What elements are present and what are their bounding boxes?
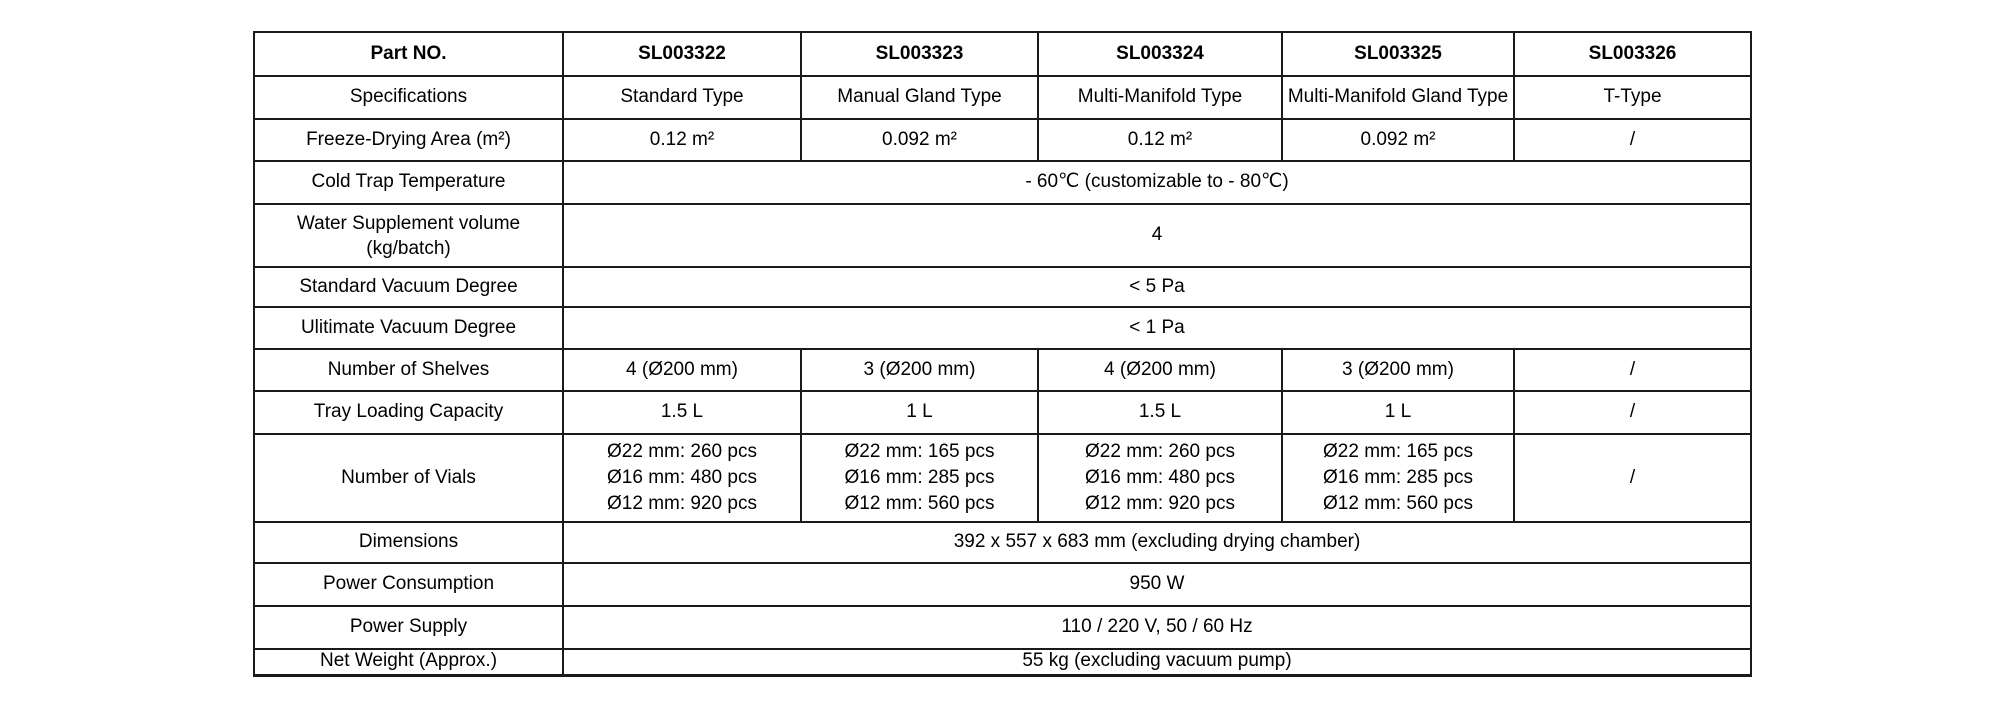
row-label-dimensions: Dimensions xyxy=(253,521,564,564)
tray-capacity-cell: 1 L xyxy=(1281,390,1515,435)
vials-line: Ø12 mm: 920 pcs xyxy=(1085,493,1235,514)
vials-line: Ø16 mm: 285 pcs xyxy=(1323,467,1473,488)
vials-line: Ø16 mm: 480 pcs xyxy=(1085,467,1235,488)
shelves-value-cell: 3 (Ø200 mm) xyxy=(1281,348,1515,392)
tray-capacity-cell: 1.5 L xyxy=(562,390,802,435)
area-value-cell: / xyxy=(1513,118,1752,162)
part-no-cell: SL003326 xyxy=(1513,31,1752,77)
vials-line: Ø22 mm: 260 pcs xyxy=(607,441,757,462)
label-line: (kg/batch) xyxy=(366,237,451,259)
dimensions-value: 392 x 557 x 683 mm (excluding drying cha… xyxy=(562,521,1752,564)
vials-line: Ø16 mm: 285 pcs xyxy=(844,467,995,488)
shelves-value-cell: 3 (Ø200 mm) xyxy=(800,348,1039,392)
row-label-freeze-drying-area: Freeze-Drying Area (m²) xyxy=(253,118,564,162)
table-row: Power Consumption 950 W xyxy=(253,562,1752,607)
part-no-cell: SL003325 xyxy=(1281,31,1515,77)
spec-type-cell: Manual Gland Type xyxy=(800,75,1039,120)
vials-line: Ø22 mm: 165 pcs xyxy=(1323,441,1473,462)
tray-capacity-cell: 1 L xyxy=(800,390,1039,435)
row-label-tray-loading-capacity: Tray Loading Capacity xyxy=(253,390,564,435)
vials-value-cell: Ø22 mm: 260 pcs Ø16 mm: 480 pcs Ø12 mm: … xyxy=(1037,433,1283,523)
area-value-cell: 0.12 m² xyxy=(1037,118,1283,162)
table-row: Number of Shelves 4 (Ø200 mm) 3 (Ø200 mm… xyxy=(253,348,1752,392)
row-label-power-consumption: Power Consumption xyxy=(253,562,564,607)
table-row: Specifications Standard Type Manual Glan… xyxy=(253,75,1752,120)
row-label-number-of-shelves: Number of Shelves xyxy=(253,348,564,392)
spec-type-cell: Multi-Manifold Type xyxy=(1037,75,1283,120)
row-label-power-supply: Power Supply xyxy=(253,605,564,650)
table-row: Ulitimate Vacuum Degree < 1 Pa xyxy=(253,306,1752,350)
row-label-cold-trap-temperature: Cold Trap Temperature xyxy=(253,160,564,205)
table-row: Power Supply 110 / 220 V, 50 / 60 Hz xyxy=(253,605,1752,650)
shelves-value-cell: 4 (Ø200 mm) xyxy=(1037,348,1283,392)
table-row: Water Supplement volume (kg/batch) 4 xyxy=(253,203,1752,268)
water-supplement-volume-value: 4 xyxy=(562,203,1752,268)
area-value-cell: 0.092 m² xyxy=(1281,118,1515,162)
spec-type-cell: Multi-Manifold Gland Type xyxy=(1281,75,1515,120)
tray-capacity-cell: / xyxy=(1513,390,1752,435)
vials-value-cell: Ø22 mm: 165 pcs Ø16 mm: 285 pcs Ø12 mm: … xyxy=(800,433,1039,523)
vials-line: Ø22 mm: 165 pcs xyxy=(844,441,995,462)
tray-capacity-cell: 1.5 L xyxy=(1037,390,1283,435)
net-weight-value: 55 kg (excluding vacuum pump) xyxy=(562,648,1752,676)
row-label-net-weight: Net Weight (Approx.) xyxy=(253,648,564,676)
table-row: Standard Vacuum Degree < 5 Pa xyxy=(253,266,1752,308)
row-label-water-supplement-volume: Water Supplement volume (kg/batch) xyxy=(253,203,564,268)
vials-line: Ø12 mm: 560 pcs xyxy=(1323,493,1473,514)
table-row: Dimensions 392 x 557 x 683 mm (excluding… xyxy=(253,521,1752,564)
vials-line: Ø12 mm: 560 pcs xyxy=(844,493,995,514)
standard-vacuum-degree-value: < 5 Pa xyxy=(562,266,1752,308)
table-row: Number of Vials Ø22 mm: 260 pcs Ø16 mm: … xyxy=(253,433,1752,523)
row-label-specifications: Specifications xyxy=(253,75,564,120)
table-row: Net Weight (Approx.) 55 kg (excluding va… xyxy=(253,648,1752,676)
shelves-value-cell: 4 (Ø200 mm) xyxy=(562,348,802,392)
table-row: Part NO. SL003322 SL003323 SL003324 SL00… xyxy=(253,31,1752,77)
vials-line: Ø22 mm: 260 pcs xyxy=(1085,441,1235,462)
vials-line: Ø16 mm: 480 pcs xyxy=(607,467,757,488)
area-value-cell: 0.12 m² xyxy=(562,118,802,162)
part-no-cell: SL003323 xyxy=(800,31,1039,77)
freeze-dryer-spec-table: Part NO. SL003322 SL003323 SL003324 SL00… xyxy=(253,31,1752,677)
cold-trap-temperature-value: - 60℃ (customizable to - 80℃) xyxy=(562,160,1752,205)
spec-type-cell: Standard Type xyxy=(562,75,802,120)
ultimate-vacuum-degree-value: < 1 Pa xyxy=(562,306,1752,350)
table-row: Freeze-Drying Area (m²) 0.12 m² 0.092 m²… xyxy=(253,118,1752,162)
table-row: Tray Loading Capacity 1.5 L 1 L 1.5 L 1 … xyxy=(253,390,1752,435)
vials-value-cell: Ø22 mm: 165 pcs Ø16 mm: 285 pcs Ø12 mm: … xyxy=(1281,433,1515,523)
area-value-cell: 0.092 m² xyxy=(800,118,1039,162)
part-no-cell: SL003322 xyxy=(562,31,802,77)
shelves-value-cell: / xyxy=(1513,348,1752,392)
row-label-number-of-vials: Number of Vials xyxy=(253,433,564,523)
part-no-cell: SL003324 xyxy=(1037,31,1283,77)
row-label-ultimate-vacuum-degree: Ulitimate Vacuum Degree xyxy=(253,306,564,350)
table-row: Cold Trap Temperature - 60℃ (customizabl… xyxy=(253,160,1752,205)
vials-value-cell: Ø22 mm: 260 pcs Ø16 mm: 480 pcs Ø12 mm: … xyxy=(562,433,802,523)
spec-type-cell: T-Type xyxy=(1513,75,1752,120)
row-label-standard-vacuum-degree: Standard Vacuum Degree xyxy=(253,266,564,308)
power-consumption-value: 950 W xyxy=(562,562,1752,607)
vials-value-cell: / xyxy=(1513,433,1752,523)
power-supply-value: 110 / 220 V, 50 / 60 Hz xyxy=(562,605,1752,650)
vials-line: Ø12 mm: 920 pcs xyxy=(607,493,757,514)
row-label-part-no: Part NO. xyxy=(253,31,564,77)
label-line: Water Supplement volume xyxy=(296,212,521,234)
